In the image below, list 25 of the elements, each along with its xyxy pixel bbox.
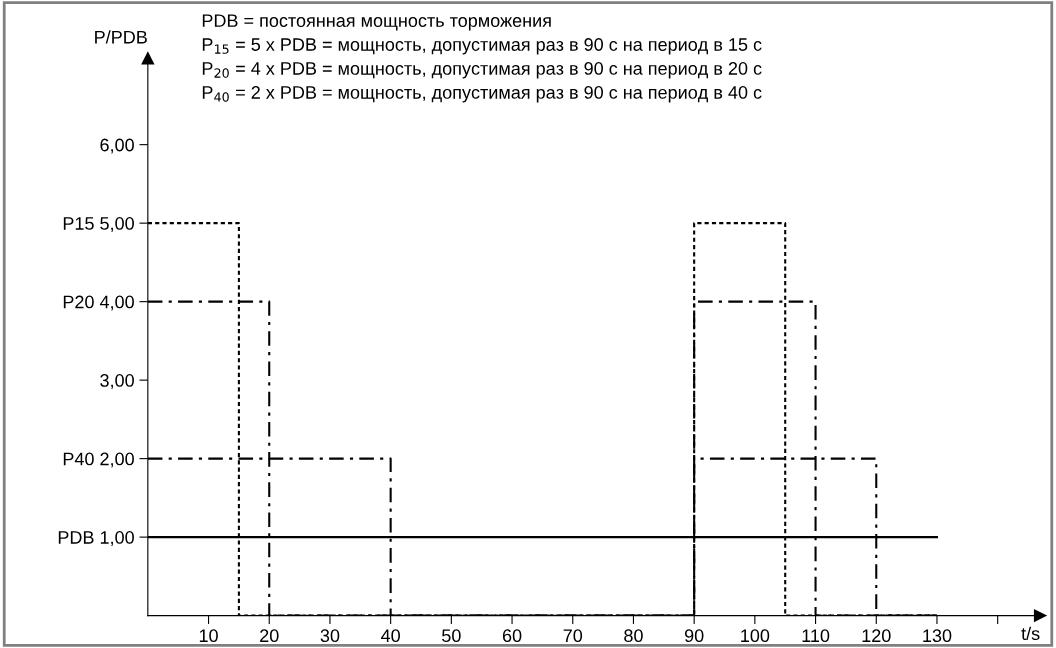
annotation: P$_{40}$ = 2 x PDB = мощность, допустимая раз в 90 с на период в 40 с <box>202 86 762 103</box>
x-tick-label: 10 <box>199 629 218 643</box>
text: PDB = постоянная мощность торможения <box>202 14 551 31</box>
text: P$_{15}$ = 5 x PDB = мощность, допустимая раз в 90 с на период в 15 с <box>202 38 762 55</box>
x-tick-label: 130 <box>923 629 952 643</box>
x-axis-title: t/s <box>1021 626 1040 641</box>
y-tick-label: PDB 1,00 <box>58 531 134 546</box>
y-tick-label: P40 2,00 <box>63 452 134 468</box>
x-tick-label: 20 <box>260 629 279 643</box>
x-tick-label: 60 <box>502 629 522 643</box>
x-tick-label: 100 <box>741 629 770 643</box>
x-tick-label: 110 <box>802 629 830 643</box>
x-tick-label: 90 <box>684 629 704 643</box>
x-tick-label: 50 <box>442 629 461 643</box>
x-tick-label: 80 <box>624 629 643 643</box>
y-axis-title: P/PDB <box>95 30 147 44</box>
x-tick-label: 30 <box>320 629 340 643</box>
y-tick-label: 6,00 <box>100 138 134 154</box>
y-tick-label: P15 5,00 <box>63 217 134 232</box>
y-tick-label: 3,00 <box>100 374 134 389</box>
x-tick-label: 70 <box>563 629 583 643</box>
x-tick-label: 40 <box>381 629 400 643</box>
x-tick-label: 120 <box>862 629 891 643</box>
annotation: P$_{20}$ = 4 x PDB = мощность, допустимая раз в 90 с на период в 20 с <box>202 62 762 79</box>
y-tick-label: P20 4,00 <box>63 295 134 311</box>
